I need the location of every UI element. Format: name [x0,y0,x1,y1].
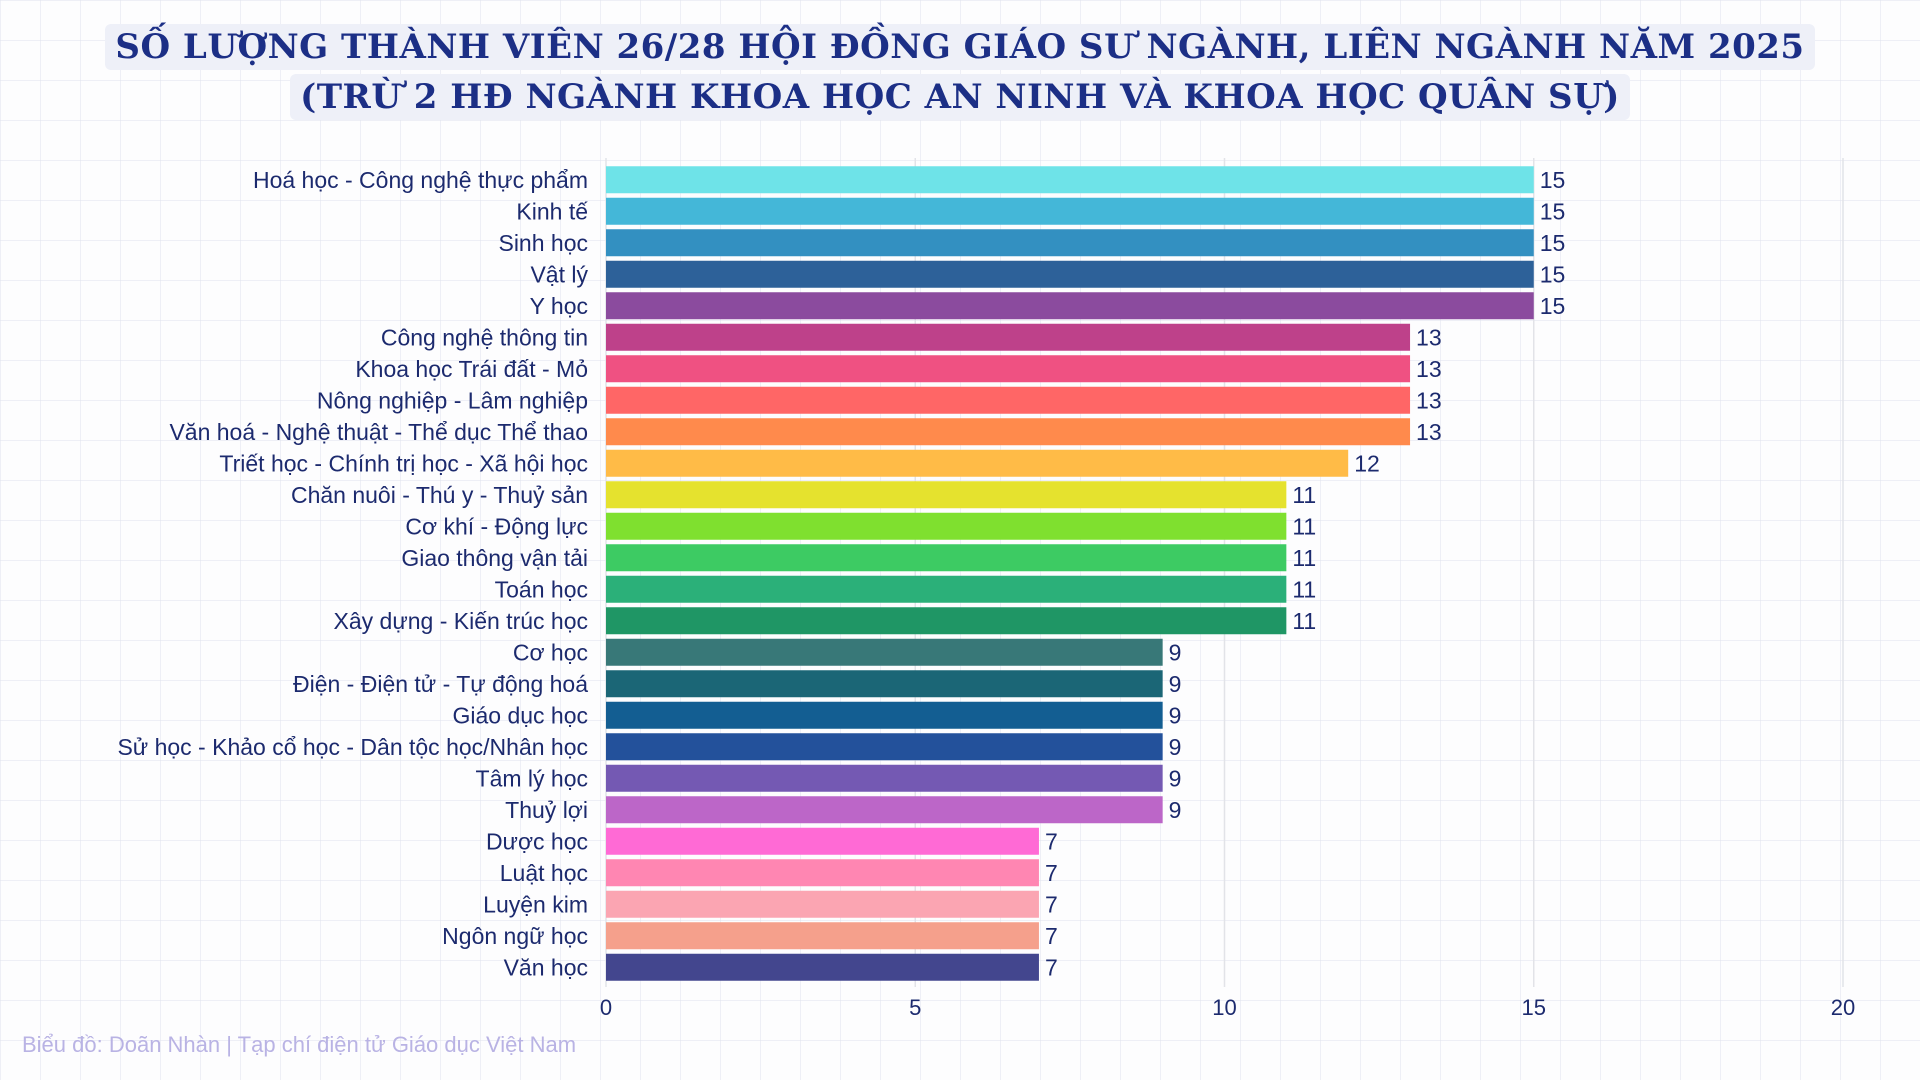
x-tick-label: 20 [1831,995,1855,1020]
category-label: Văn học [504,954,588,980]
data-label: 12 [1354,450,1380,476]
data-label: 7 [1045,891,1058,917]
category-label: Luật học [500,860,588,886]
category-label: Vật lý [530,261,588,287]
data-label: 7 [1045,860,1058,886]
category-label: Điện - Điện tử - Tự động hoá [293,671,588,697]
data-label: 11 [1292,513,1316,539]
category-label: Hoá học - Công nghệ thực phẩm [253,167,588,193]
bar [606,890,1039,918]
bar [606,670,1163,698]
data-labels-layer: 15 15 15 15 15 13 13 13 13 12 11 11 11 11 11 9 9 9 9 9 9 7 7 7 7… [1045,167,1565,981]
category-label: Sử học - Khảo cổ học - Dân tộc học/Nhân … [117,734,588,760]
bar [606,166,1534,194]
category-label: Cơ khí - Động lực [405,513,588,539]
bar [606,292,1534,320]
x-tick-labels-layer: 0 5 10 15 20 [600,995,1855,1020]
bar [606,323,1411,351]
bar [606,260,1534,288]
bar [606,827,1039,855]
bar [606,544,1287,572]
chart-title: SỐ LƯỢNG THÀNH VIÊN 26/28 HỘI ĐỒNG GIÁO … [0,22,1920,122]
source-credit: Biểu đồ: Doãn Nhàn | Tạp chí điện tử Giá… [22,1032,577,1057]
category-label: Khoa học Trái đất - Mỏ [355,356,588,382]
bar [606,418,1411,446]
data-label: 7 [1045,828,1058,854]
category-label: Giáo dục học [452,702,588,728]
data-label: 15 [1540,261,1566,287]
category-label: Xây dựng - Kiến trúc học [334,608,588,634]
bar [606,796,1163,824]
data-label: 15 [1540,198,1566,224]
bar [606,229,1534,257]
data-label: 15 [1540,167,1566,193]
category-label: Ngôn ngữ học [442,923,588,949]
bar [606,355,1411,383]
x-tick-label: 15 [1522,995,1546,1020]
data-label: 15 [1540,293,1566,319]
bar [606,607,1287,635]
bar [606,386,1411,414]
category-label: Công nghệ thông tin [381,324,588,350]
data-label: 11 [1292,576,1316,602]
category-label: Dược học [486,828,588,854]
category-labels-layer: Hoá học - Công nghệ thực phẩm Kinh tế Sinh… [117,167,588,981]
category-label: Y học [530,293,588,319]
bar [606,701,1163,729]
category-label: Tâm lý học [476,765,588,791]
bars-layer [606,166,1534,981]
bar [606,575,1287,603]
x-tick-label: 0 [600,995,612,1020]
bar [606,449,1349,477]
data-label: 11 [1292,545,1316,571]
data-label: 13 [1416,356,1442,382]
category-label: Chăn nuôi - Thú y - Thuỷ sản [291,482,588,508]
bar [606,859,1039,887]
chart-title-line-1: SỐ LƯỢNG THÀNH VIÊN 26/28 HỘI ĐỒNG GIÁO … [105,24,1815,70]
bar [606,197,1534,225]
category-label: Luyện kim [483,891,588,917]
category-label: Thuỷ lợi [505,797,588,823]
data-label: 9 [1169,702,1182,728]
data-label: 7 [1045,954,1058,980]
category-label: Nông nghiệp - Lâm nghiệp [317,387,588,413]
data-label: 13 [1416,324,1442,350]
bar [606,512,1287,540]
data-label: 13 [1416,387,1442,413]
data-label: 9 [1169,734,1182,760]
data-label: 9 [1169,671,1182,697]
data-label: 15 [1540,230,1566,256]
x-tick-label: 5 [909,995,921,1020]
category-label: Sinh học [498,230,588,256]
category-label: Văn hoá - Nghệ thuật - Thể dục Thể thao [169,419,588,445]
data-label: 9 [1169,797,1182,823]
bar [606,638,1163,666]
data-label: 11 [1292,482,1316,508]
bar [606,733,1163,761]
data-label: 9 [1169,639,1182,665]
x-tick-label: 10 [1212,995,1236,1020]
bar [606,764,1163,792]
bar [606,922,1039,950]
data-label: 9 [1169,765,1182,791]
data-label: 13 [1416,419,1442,445]
category-label: Kinh tế [516,198,588,224]
chart-title-line-2: (TRỪ 2 HĐ NGÀNH KHOA HỌC AN NINH VÀ KHOA… [290,74,1630,120]
category-label: Cơ học [513,639,588,665]
bar [606,953,1039,981]
data-label: 7 [1045,923,1058,949]
category-label: Toán học [495,576,588,602]
data-label: 11 [1292,608,1316,634]
category-label: Triết học - Chính trị học - Xã hội học [219,450,588,476]
bar [606,481,1287,509]
category-label: Giao thông vận tải [401,545,588,571]
